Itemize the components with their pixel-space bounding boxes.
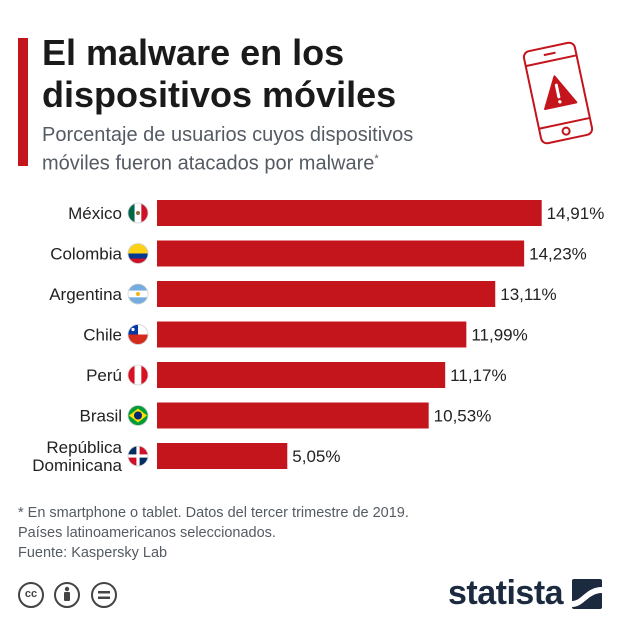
source-text: Fuente: Kaspersky Lab xyxy=(18,543,618,563)
value-label: 14,23% xyxy=(529,245,587,264)
brand-name: statista xyxy=(448,574,563,612)
peru-flag-icon xyxy=(128,365,148,385)
value-label: 11,99% xyxy=(471,326,527,345)
license-icons: cc xyxy=(18,582,123,608)
subtitle-line-2: móviles fueron atacados por malware* xyxy=(42,147,482,176)
title-accent-bar xyxy=(18,38,28,166)
category-label: Chile xyxy=(83,326,122,345)
value-label: 5,05% xyxy=(292,447,340,466)
argentina-flag-icon xyxy=(128,284,148,304)
subtitle-line-1: Porcentaje de usuarios cuyos dispositivo… xyxy=(42,123,482,147)
title-line-1: El malware en los xyxy=(42,32,472,74)
category-label: República Dominicana xyxy=(32,438,122,475)
subtitle-footnote-mark: * xyxy=(374,153,378,165)
bar xyxy=(157,443,287,469)
footnote-line-2: Países latinoamericanos seleccionados. xyxy=(18,523,618,543)
phone-warning-icon xyxy=(512,40,604,146)
colombia-flag-icon xyxy=(128,244,148,264)
footnote-line-1: * En smartphone o tablet. Datos del terc… xyxy=(18,503,618,523)
category-label: México xyxy=(68,204,122,223)
page-title: El malware en los dispositivos móviles xyxy=(42,32,472,116)
bar-chart: México 14,91% Colombia 14,23% Argentina 13,11… xyxy=(0,190,630,480)
statista-logo[interactable]: statista xyxy=(448,574,602,613)
cc-icon[interactable]: cc xyxy=(18,582,44,608)
no-derivatives-icon[interactable] xyxy=(91,582,117,608)
value-label: 10,53% xyxy=(434,407,492,426)
subtitle: Porcentaje de usuarios cuyos dispositivo… xyxy=(42,123,482,176)
category-label: Colombia xyxy=(50,245,122,264)
value-label: 13,11% xyxy=(500,285,556,304)
statista-mark-icon xyxy=(572,579,602,609)
category-label: Brasil xyxy=(79,407,122,426)
bar xyxy=(157,200,542,226)
brazil-flag-icon xyxy=(128,406,148,426)
attribution-icon[interactable] xyxy=(54,582,80,608)
bar xyxy=(157,322,466,348)
bar xyxy=(157,362,445,388)
bar xyxy=(157,281,495,307)
value-label: 11,17% xyxy=(450,366,506,385)
chile-flag-icon xyxy=(128,325,148,345)
bar xyxy=(157,403,429,429)
bar xyxy=(157,241,524,267)
category-label: Argentina xyxy=(49,285,122,304)
value-label: 14,91% xyxy=(547,204,605,223)
category-label: Perú xyxy=(86,366,122,385)
footnote: * En smartphone o tablet. Datos del terc… xyxy=(18,503,618,563)
subtitle-line-2-text: móviles fueron atacados por malware xyxy=(42,153,374,175)
mexico-flag-icon xyxy=(128,203,148,223)
title-line-2: dispositivos móviles xyxy=(42,74,472,116)
dominican-republic-flag-icon xyxy=(128,446,148,466)
